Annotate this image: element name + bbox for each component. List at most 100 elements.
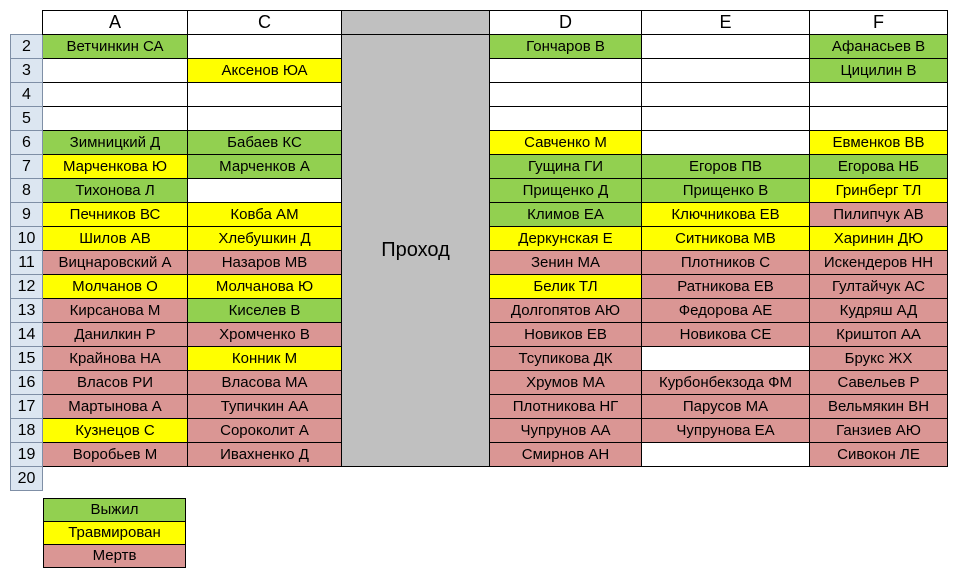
- seat-cell[interactable]: [187, 178, 342, 203]
- column-header[interactable]: E: [641, 10, 810, 35]
- seat-cell[interactable]: Киселев В: [187, 298, 342, 323]
- seat-cell[interactable]: Сороколит А: [187, 418, 342, 443]
- seat-cell[interactable]: Чупрунов АА: [489, 418, 642, 443]
- seat-cell[interactable]: [641, 58, 810, 83]
- seat-cell[interactable]: [489, 58, 642, 83]
- column-header[interactable]: D: [489, 10, 642, 35]
- seat-cell[interactable]: Прищенко В: [641, 178, 810, 203]
- seat-cell[interactable]: Белик ТЛ: [489, 274, 642, 299]
- seat-cell[interactable]: Брукс ЖХ: [809, 346, 948, 371]
- seat-cell[interactable]: Афанасьев В: [809, 34, 948, 59]
- seat-cell[interactable]: Кирсанова М: [42, 298, 188, 323]
- row-header[interactable]: 14: [10, 322, 43, 347]
- seat-cell[interactable]: [641, 106, 810, 131]
- seat-cell[interactable]: [42, 106, 188, 131]
- row-header[interactable]: 4: [10, 82, 43, 107]
- seat-cell[interactable]: Парусов МА: [641, 394, 810, 419]
- seat-cell[interactable]: Плотников С: [641, 250, 810, 275]
- seat-cell[interactable]: Чупрунова ЕА: [641, 418, 810, 443]
- seat-cell[interactable]: Вицнаровский А: [42, 250, 188, 275]
- seat-cell[interactable]: [641, 34, 810, 59]
- seat-cell[interactable]: Курбонбекзода ФМ: [641, 370, 810, 395]
- seat-cell[interactable]: Ганзиев АЮ: [809, 418, 948, 443]
- seat-cell[interactable]: Назаров МВ: [187, 250, 342, 275]
- seat-cell[interactable]: Савельев Р: [809, 370, 948, 395]
- seat-cell[interactable]: Тупичкин АА: [187, 394, 342, 419]
- row-header[interactable]: 8: [10, 178, 43, 203]
- seat-cell[interactable]: [187, 82, 342, 107]
- row-header[interactable]: 13: [10, 298, 43, 323]
- seat-cell[interactable]: Гултайчук АС: [809, 274, 948, 299]
- seat-cell[interactable]: Плотникова НГ: [489, 394, 642, 419]
- seat-cell[interactable]: Зенин МА: [489, 250, 642, 275]
- seat-cell[interactable]: Долгопятов АЮ: [489, 298, 642, 323]
- seat-cell[interactable]: [489, 82, 642, 107]
- seat-cell[interactable]: Гущина ГИ: [489, 154, 642, 179]
- seat-cell[interactable]: [42, 82, 188, 107]
- seat-cell[interactable]: Воробьев М: [42, 442, 188, 467]
- seat-cell[interactable]: Ковба АМ: [187, 202, 342, 227]
- seat-cell[interactable]: Тихонова Л: [42, 178, 188, 203]
- seat-cell[interactable]: [42, 58, 188, 83]
- seat-cell[interactable]: Хрумов МА: [489, 370, 642, 395]
- row-header[interactable]: 2: [10, 34, 43, 59]
- row-header[interactable]: 17: [10, 394, 43, 419]
- seat-cell[interactable]: [641, 346, 810, 371]
- seat-cell[interactable]: Пилипчук АВ: [809, 202, 948, 227]
- seat-cell[interactable]: Гринберг ТЛ: [809, 178, 948, 203]
- seat-cell[interactable]: Прищенко Д: [489, 178, 642, 203]
- row-header[interactable]: 15: [10, 346, 43, 371]
- seat-cell[interactable]: Смирнов АН: [489, 442, 642, 467]
- row-header[interactable]: 20: [10, 466, 43, 491]
- seat-cell[interactable]: Власова МА: [187, 370, 342, 395]
- seat-cell[interactable]: Евменков ВВ: [809, 130, 948, 155]
- seat-cell[interactable]: Ратникова ЕВ: [641, 274, 810, 299]
- seat-cell[interactable]: Данилкин Р: [42, 322, 188, 347]
- seat-cell[interactable]: Искендеров НН: [809, 250, 948, 275]
- seat-cell[interactable]: Харинин ДЮ: [809, 226, 948, 251]
- row-header[interactable]: 19: [10, 442, 43, 467]
- seat-cell[interactable]: Мартынова А: [42, 394, 188, 419]
- row-header[interactable]: 9: [10, 202, 43, 227]
- seat-cell[interactable]: Бабаев КС: [187, 130, 342, 155]
- row-header[interactable]: 11: [10, 250, 43, 275]
- seat-cell[interactable]: Марченкова Ю: [42, 154, 188, 179]
- seat-cell[interactable]: [641, 130, 810, 155]
- seat-cell[interactable]: Цицилин В: [809, 58, 948, 83]
- seat-cell[interactable]: Ключникова ЕВ: [641, 202, 810, 227]
- row-header[interactable]: 16: [10, 370, 43, 395]
- seat-cell[interactable]: Новиков ЕВ: [489, 322, 642, 347]
- seat-cell[interactable]: [187, 34, 342, 59]
- row-header[interactable]: 7: [10, 154, 43, 179]
- seat-cell[interactable]: Гончаров В: [489, 34, 642, 59]
- seat-cell[interactable]: [489, 106, 642, 131]
- row-header[interactable]: 3: [10, 58, 43, 83]
- seat-cell[interactable]: Федорова АЕ: [641, 298, 810, 323]
- column-header[interactable]: A: [42, 10, 188, 35]
- seat-cell[interactable]: [809, 106, 948, 131]
- seat-cell[interactable]: Новикова СЕ: [641, 322, 810, 347]
- seat-cell[interactable]: Аксенов ЮА: [187, 58, 342, 83]
- seat-cell[interactable]: Власов РИ: [42, 370, 188, 395]
- seat-cell[interactable]: Савченко М: [489, 130, 642, 155]
- seat-cell[interactable]: Хромченко В: [187, 322, 342, 347]
- seat-cell[interactable]: Марченков А: [187, 154, 342, 179]
- seat-cell[interactable]: Хлебушкин Д: [187, 226, 342, 251]
- column-header[interactable]: C: [187, 10, 342, 35]
- row-header[interactable]: 6: [10, 130, 43, 155]
- seat-cell[interactable]: Конник М: [187, 346, 342, 371]
- seat-cell[interactable]: Печников ВС: [42, 202, 188, 227]
- seat-cell[interactable]: Кузнецов С: [42, 418, 188, 443]
- row-header[interactable]: 18: [10, 418, 43, 443]
- seat-cell[interactable]: Криштоп АА: [809, 322, 948, 347]
- row-header[interactable]: 10: [10, 226, 43, 251]
- seat-cell[interactable]: Ветчинкин СА: [42, 34, 188, 59]
- row-header[interactable]: 5: [10, 106, 43, 131]
- column-header[interactable]: F: [809, 10, 948, 35]
- seat-cell[interactable]: Тсупикова ДК: [489, 346, 642, 371]
- row-header[interactable]: 12: [10, 274, 43, 299]
- seat-cell[interactable]: Сивокон ЛЕ: [809, 442, 948, 467]
- seat-cell[interactable]: Егорова НБ: [809, 154, 948, 179]
- seat-cell[interactable]: Егоров ПВ: [641, 154, 810, 179]
- seat-cell[interactable]: Кудряш АД: [809, 298, 948, 323]
